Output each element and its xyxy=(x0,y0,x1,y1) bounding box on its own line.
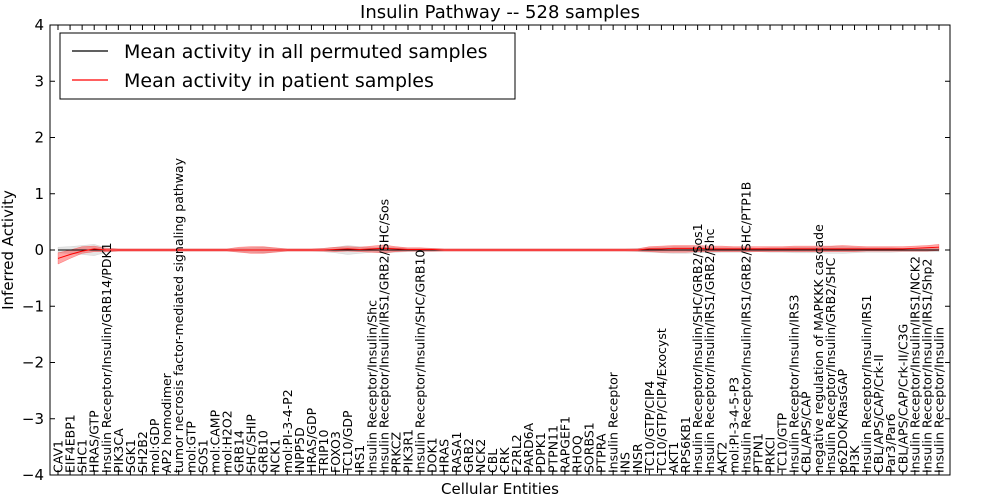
x-tick-label: SHC1 xyxy=(75,439,90,473)
x-tick-label: mol:PI-3-4-5-P3 xyxy=(726,377,741,473)
x-tick-label: HRAS/GTP xyxy=(87,410,102,473)
x-tick-label: CBL/APS/CAP/Crk-II/C3G xyxy=(895,324,910,473)
x-tick-label: Insulin Receptor/Insulin/IRS1/GRB2/SHC/P… xyxy=(738,182,753,473)
x-tick-label: TRIP10 xyxy=(316,430,331,474)
x-tick-label: TC10/GTP/CIP4/Exocyst xyxy=(654,328,669,474)
x-tick-label: NCK2 xyxy=(473,439,488,473)
y-tick-label: 2 xyxy=(34,129,44,147)
x-tick-label: TC10/GTP xyxy=(775,412,790,474)
x-tick-label: AKT1 xyxy=(666,442,681,473)
legend-label-permuted: Mean activity in all permuted samples xyxy=(124,41,487,63)
x-tick-label: INS xyxy=(618,452,633,473)
x-tick-label: PTPN11 xyxy=(545,425,560,473)
x-tick-label: AP2 homodimer xyxy=(159,372,174,473)
x-tick-label: Insulin Receptor/Insulin/IRS1/GRB2/SHC/S… xyxy=(376,199,391,473)
x-tick-label: Insulin Receptor/Insulin/GRB14/PDK1 xyxy=(99,242,114,473)
x-tick-label: p62DOK/RasGAP xyxy=(835,368,850,473)
x-tick-label: CRK xyxy=(497,447,512,473)
x-tick-label: GRB10 xyxy=(256,430,271,473)
x-tick-label: Par3/Par6 xyxy=(883,413,898,473)
legend-box xyxy=(59,32,516,100)
x-tick-label: F2RL2 xyxy=(509,434,524,473)
x-tick-label: SORBS1 xyxy=(582,422,597,473)
y-tick-label: 1 xyxy=(34,185,44,203)
x-tick-label: PARD6A xyxy=(521,422,536,473)
x-tick-label: RPS6KB1 xyxy=(678,416,693,473)
x-tick-label: CBL/APS/CAP/Crk-II xyxy=(871,354,886,473)
legend-label-patient: Mean activity in patient samples xyxy=(124,70,434,92)
x-tick-label: mol:GTP xyxy=(183,421,198,473)
x-tick-label: mol:GDP xyxy=(147,418,162,473)
x-tick-label: Insulin Receptor/Insulin/Shc xyxy=(364,300,379,473)
x-tick-label: PI3K xyxy=(847,445,862,473)
x-tick-label: PRKCZ xyxy=(388,432,403,473)
legend: Mean activity in all permuted samples Me… xyxy=(59,32,516,100)
x-tick-label: INPP5D xyxy=(292,427,307,473)
y-tick-label: −2 xyxy=(22,354,44,372)
x-tick-label: mol:CAMP xyxy=(207,409,222,473)
y-axis: 4 3 2 1 0 −1 −2 −3 −4 xyxy=(22,16,950,484)
y-tick-label: −3 xyxy=(22,410,44,428)
x-tick-label: SH2B2 xyxy=(135,431,150,473)
x-tick-label: HRAS/GDP xyxy=(304,407,319,473)
x-tick-label: SHC/SHIP xyxy=(244,414,259,473)
x-tick-label: RASA1 xyxy=(449,432,464,473)
x-tick-label: Insulin Receptor xyxy=(606,371,621,473)
x-tick-label: Insulin Receptor/Insulin/SHC/GRB2/Sos1 xyxy=(690,223,705,473)
x-tick-label: Insulin Receptor/Insulin/IRS1 xyxy=(859,295,874,473)
x-tick-label: mol:PI-3-4-P2 xyxy=(280,389,295,473)
x-tick-label: Insulin Receptor/Insulin/SHC/GRB10 xyxy=(413,250,428,473)
y-axis-label: Inferred Activity xyxy=(0,190,17,310)
series-line-patient xyxy=(57,246,940,259)
x-tick-label: CBL/APS/CAP xyxy=(799,391,814,473)
y-tick-label: 3 xyxy=(34,72,44,90)
y-tick-label: 4 xyxy=(34,16,44,34)
x-tick-label: PDPK1 xyxy=(533,432,548,473)
x-tick-label: CAV1 xyxy=(51,440,66,473)
x-tick-label: PIK3CA xyxy=(111,428,126,473)
x-tick-label: Insulin Receptor/Insulin xyxy=(932,327,947,473)
x-tick-label: negative regulation of MAPKKK cascade xyxy=(811,224,826,473)
x-tick-label: IRS1 xyxy=(352,445,367,473)
x-tick-label: RHOQ xyxy=(569,435,584,473)
x-tick-label: Insulin Receptor/Insulin/IRS1/NCK2 xyxy=(907,256,922,473)
x-tick-label: NCK1 xyxy=(268,439,283,473)
x-tick-label: Insulin Receptor/Insulin/GRB2/SHC xyxy=(823,257,838,473)
x-tick-label: TC10/GTP/CIP4 xyxy=(642,381,657,474)
x-tick-label: EIF4EBP1 xyxy=(63,414,78,473)
x-tick-label: SGK1 xyxy=(123,439,138,473)
x-tick-label: CBL xyxy=(485,449,500,473)
x-axis-label: Cellular Entities xyxy=(441,480,559,498)
x-tick-label: SOS1 xyxy=(195,439,210,473)
x-tick-label: tumor necrosis factor-mediated signaling… xyxy=(171,157,186,473)
x-tick-label: PRKCI xyxy=(763,437,778,473)
x-tick-label: HRAS xyxy=(437,439,452,473)
x-tick-label: Insulin Receptor/Insulin/IRS3 xyxy=(787,295,802,473)
x-tick-label: RAPGEF1 xyxy=(557,416,572,473)
x-tick-label: INSR xyxy=(630,443,645,473)
chart-title: Insulin Pathway -- 528 samples xyxy=(360,2,640,23)
x-tick-label: Insulin Receptor/Insulin/IRS1/Shp2 xyxy=(919,259,934,473)
x-tick-label: DOK1 xyxy=(425,437,440,473)
x-tick-label: PTPN1 xyxy=(750,433,765,473)
y-tick-label: −1 xyxy=(22,297,44,315)
x-tick-label: Insulin Receptor/Insulin/IRS1/GRB2/Shc xyxy=(702,228,717,473)
x-tick-label: GRB2 xyxy=(461,438,476,473)
x-tick-label: AKT2 xyxy=(714,442,729,473)
x-tick-label: PIK3R1 xyxy=(400,429,415,473)
x-tick-label: TC10/GDP xyxy=(340,410,355,474)
series-lines xyxy=(57,246,940,259)
y-tick-label: 0 xyxy=(34,241,44,259)
x-tick-label: GRB14 xyxy=(232,430,247,473)
x-tick-label: mol:H2O2 xyxy=(219,410,234,473)
x-tick-label: PTPRA xyxy=(594,433,609,473)
x-tick-label: FOXO3 xyxy=(328,431,343,473)
y-tick-label: −4 xyxy=(22,466,44,484)
